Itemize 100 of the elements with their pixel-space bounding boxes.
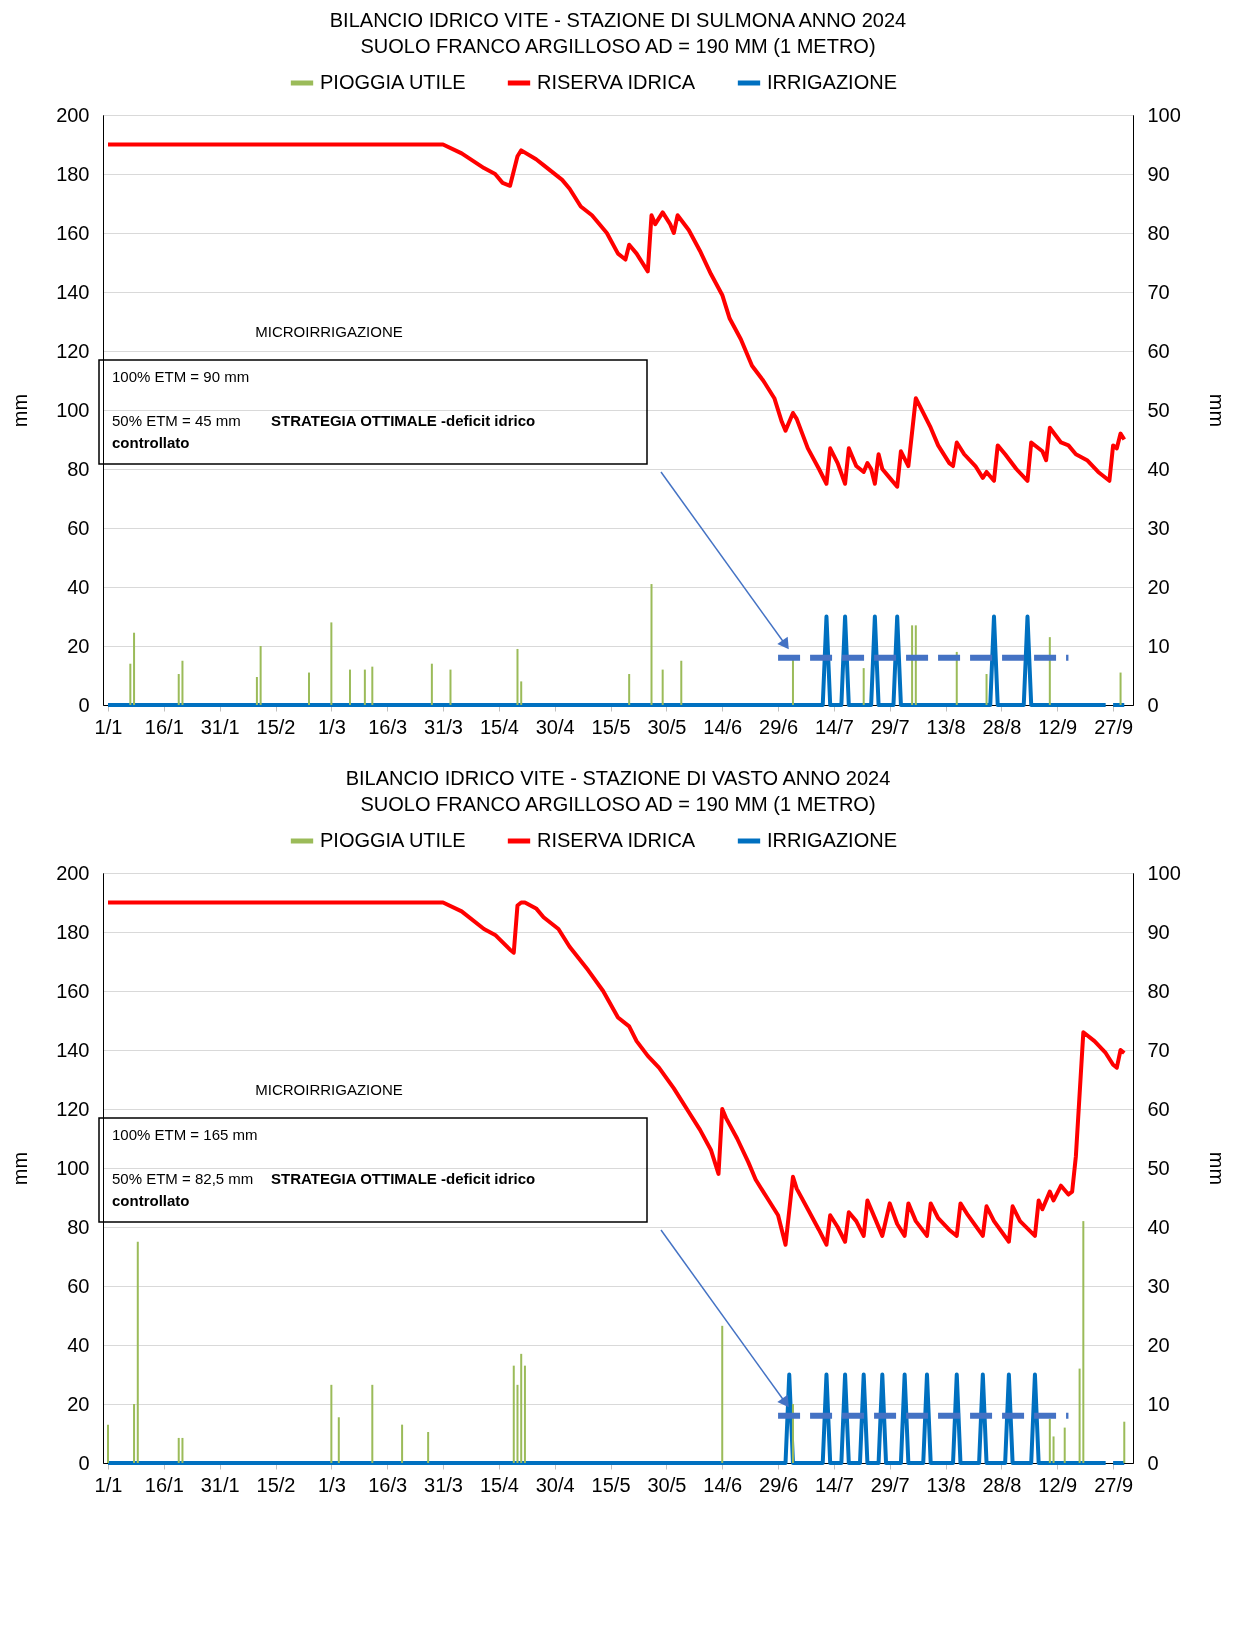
bar — [348, 669, 351, 705]
y2-tick-label: 100 — [1147, 103, 1181, 126]
x-tick-label: 13/8 — [926, 1473, 966, 1496]
bar — [985, 674, 988, 705]
bar — [371, 666, 374, 705]
annotation: 50% ETM = 82,5 mm — [112, 1170, 254, 1187]
annotation: STRATEGIA OTTIMALE -deficit idrico — [271, 1170, 536, 1187]
x-tick-label: 31/1 — [200, 715, 240, 738]
y-tick-label: 40 — [67, 575, 90, 598]
x-tick-label: 30/4 — [535, 1473, 575, 1496]
annotation: controllato — [112, 1192, 190, 1209]
x-tick-label: 15/4 — [479, 1473, 519, 1496]
x-tick-label: 16/3 — [368, 715, 408, 738]
x-tick-label: 12/9 — [1038, 1473, 1078, 1496]
bar — [1063, 1427, 1066, 1463]
x-tick-label: 29/6 — [759, 1473, 799, 1496]
y2-tick-label: 100 — [1147, 861, 1181, 884]
annotation: controllato — [112, 434, 190, 451]
y-tick-label: 180 — [56, 162, 90, 185]
bar — [914, 625, 917, 705]
y-tick-label: 0 — [78, 693, 90, 716]
bar — [181, 1437, 184, 1463]
bar — [401, 1424, 404, 1463]
bar — [523, 1365, 526, 1463]
chart-subtitle: SUOLO FRANCO ARGILLOSO AD = 190 MM (1 METRO) — [360, 35, 876, 57]
bar — [337, 1417, 340, 1463]
annotation: 50% ETM = 45 mm — [112, 412, 241, 429]
y2-axis-title: mm — [1205, 393, 1228, 428]
legend-label: IRRIGAZIONE — [767, 829, 898, 851]
y2-tick-label: 50 — [1147, 1156, 1170, 1179]
annotation: STRATEGIA OTTIMALE -deficit idrico — [271, 412, 536, 429]
x-tick-label: 27/9 — [1094, 715, 1134, 738]
line-series — [106, 142, 1127, 489]
bar — [255, 676, 258, 705]
bar — [308, 672, 311, 705]
y2-tick-label: 90 — [1147, 162, 1170, 185]
y2-tick-label: 0 — [1147, 693, 1159, 716]
x-tick-label: 30/5 — [647, 1473, 687, 1496]
legend-label: IRRIGAZIONE — [767, 71, 898, 93]
bar — [427, 1432, 430, 1463]
y2-tick-label: 40 — [1147, 457, 1170, 480]
bar — [330, 1384, 333, 1463]
y2-tick-label: 30 — [1147, 1274, 1170, 1297]
y-tick-label: 40 — [67, 1333, 90, 1356]
bar — [430, 663, 433, 705]
bar — [449, 669, 452, 705]
y2-tick-label: 20 — [1147, 575, 1170, 598]
y2-axis-title: mm — [1205, 1151, 1228, 1186]
x-tick-label: 15/5 — [591, 715, 631, 738]
y-tick-label: 60 — [67, 516, 90, 539]
chart-subtitle: SUOLO FRANCO ARGILLOSO AD = 190 MM (1 METRO) — [360, 793, 876, 815]
x-tick-label: 15/5 — [591, 1473, 631, 1496]
legend-label: PIOGGIA UTILE — [320, 71, 466, 93]
bar — [330, 622, 333, 705]
annotation: 100% ETM = 165 mm — [112, 1126, 258, 1143]
y2-tick-label: 40 — [1147, 1215, 1170, 1238]
y2-tick-label: 10 — [1147, 634, 1170, 657]
bar — [107, 1424, 109, 1463]
bar — [791, 659, 794, 705]
legend-label: RISERVA IDRICA — [537, 829, 696, 851]
bar — [680, 660, 683, 705]
x-tick-label: 31/3 — [424, 1473, 464, 1496]
x-tick-label: 29/6 — [759, 715, 799, 738]
bar — [1048, 1418, 1051, 1463]
y2-tick-label: 50 — [1147, 398, 1170, 421]
y-tick-label: 160 — [56, 221, 90, 244]
legend-label: PIOGGIA UTILE — [320, 829, 466, 851]
x-tick-label: 30/4 — [535, 715, 575, 738]
x-tick-label: 13/8 — [926, 715, 966, 738]
x-tick-label: 28/8 — [982, 715, 1022, 738]
y-tick-label: 180 — [56, 920, 90, 943]
bar — [1052, 1436, 1055, 1463]
x-tick-label: 1/1 — [94, 715, 123, 738]
y2-tick-label: 80 — [1147, 221, 1170, 244]
bar — [1048, 637, 1051, 705]
x-tick-label: 15/4 — [479, 715, 519, 738]
chart-title: BILANCIO IDRICO VITE - STAZIONE DI VASTO ANNO 2024 — [345, 767, 891, 789]
x-tick-label: 31/1 — [200, 1473, 240, 1496]
x-tick-label: 14/6 — [703, 715, 743, 738]
bar — [177, 1437, 180, 1463]
y2-tick-label: 70 — [1147, 280, 1170, 303]
y-tick-label: 200 — [56, 103, 90, 126]
y-tick-label: 160 — [56, 979, 90, 1002]
y-tick-label: 200 — [56, 861, 90, 884]
bar — [520, 681, 523, 705]
y-tick-label: 100 — [56, 1156, 90, 1179]
x-tick-label: 27/9 — [1094, 1473, 1134, 1496]
y-tick-label: 20 — [67, 1392, 90, 1415]
y2-tick-label: 20 — [1147, 1333, 1170, 1356]
y-tick-label: 60 — [67, 1274, 90, 1297]
legend-label: RISERVA IDRICA — [537, 71, 696, 93]
y2-tick-label: 80 — [1147, 979, 1170, 1002]
y-tick-label: 0 — [78, 1451, 90, 1474]
bar — [520, 1353, 523, 1463]
x-tick-label: 14/7 — [814, 1473, 854, 1496]
y2-tick-label: 60 — [1147, 1097, 1170, 1120]
bar — [1123, 1421, 1126, 1463]
x-tick-label: 1/3 — [317, 1473, 346, 1496]
y2-tick-label: 60 — [1147, 339, 1170, 362]
y2-tick-label: 0 — [1147, 1451, 1159, 1474]
